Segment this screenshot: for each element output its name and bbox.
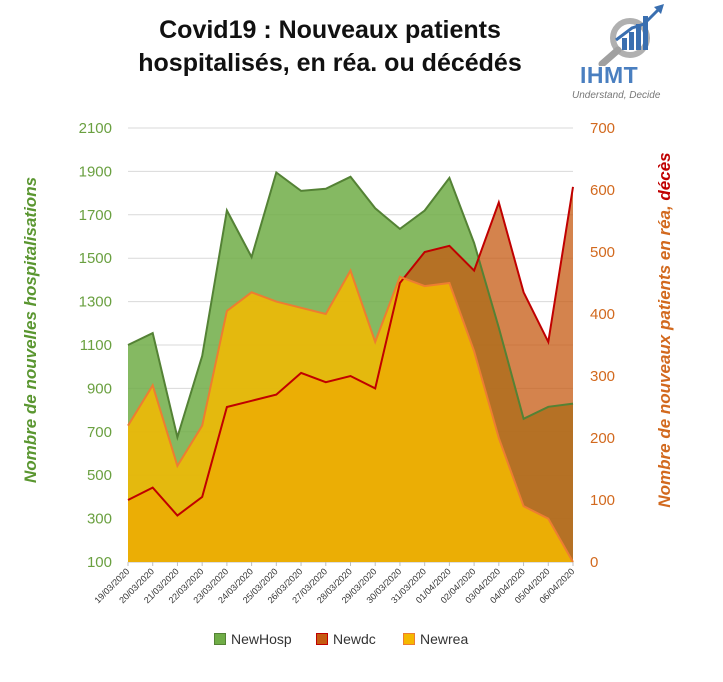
y-axis-left-label: Nombre de nouvelles hospitalisations — [21, 177, 40, 483]
chart-title-line-2: hospitalisés, en réa. ou décédés — [138, 49, 522, 77]
legend-swatch — [316, 633, 328, 645]
y-axis-right-label-part1: Nombre de nouveaux patients en réa, — [655, 201, 674, 508]
legend-item-newhosp: NewHosp — [214, 631, 292, 647]
series-area-newrea — [128, 270, 573, 562]
y-right-tick-label: 600 — [590, 182, 615, 199]
y-left-tick-label: 2100 — [79, 120, 112, 137]
y-right-tick-label: 300 — [590, 368, 615, 385]
y-left-tick-label: 1900 — [79, 163, 112, 180]
series-line-newdc — [127, 186, 574, 517]
y-axis-right-label-part2: décès — [655, 152, 674, 200]
y-left-tick-label: 700 — [87, 424, 112, 441]
legend-swatch — [214, 633, 226, 645]
series-line-newhosp — [127, 170, 574, 442]
y-right-tick-label: 700 — [590, 120, 615, 137]
y-axis-right-label: Nombre de nouveaux patients en réa, décè… — [655, 152, 674, 507]
legend-item-newrea: Newrea — [403, 631, 468, 647]
chart-title-line-1: Covid19 : Nouveaux patients — [159, 16, 501, 44]
legend-label: Newdc — [333, 631, 376, 647]
y-left-tick-label: 300 — [87, 511, 112, 528]
y-right-tick-label: 0 — [590, 554, 598, 571]
y-left-tick-label: 900 — [87, 380, 112, 397]
y-left-tick-label: 1300 — [79, 294, 112, 311]
y-left-tick-label: 100 — [87, 554, 112, 571]
legend-label: NewHosp — [231, 631, 292, 647]
chart-title: Covid19 : Nouveaux patients hospitalisés… — [100, 14, 560, 80]
legend-item-newdc: Newdc — [316, 631, 376, 647]
y-right-tick-label: 100 — [590, 492, 615, 509]
y-left-tick-label: 1500 — [79, 250, 112, 267]
ihmt-logo: IHMT Understand, Decide — [570, 4, 690, 104]
logo-tagline: Understand, Decide — [572, 90, 661, 101]
logo-brand: IHMT — [580, 62, 639, 88]
y-right-tick-label: 200 — [590, 430, 615, 447]
y-left-tick-label: 1100 — [80, 337, 112, 354]
y-left-tick-label: 1700 — [79, 207, 112, 224]
legend-swatch — [403, 633, 415, 645]
y-right-tick-label: 500 — [590, 244, 615, 261]
legend-label: Newrea — [420, 631, 469, 647]
series-line-newrea — [127, 268, 574, 563]
chart-magnifier-icon — [598, 4, 664, 66]
y-left-tick-label: 500 — [87, 467, 112, 484]
legend: NewHosp Newdc Newrea — [200, 631, 530, 651]
y-right-tick-label: 400 — [590, 306, 615, 323]
